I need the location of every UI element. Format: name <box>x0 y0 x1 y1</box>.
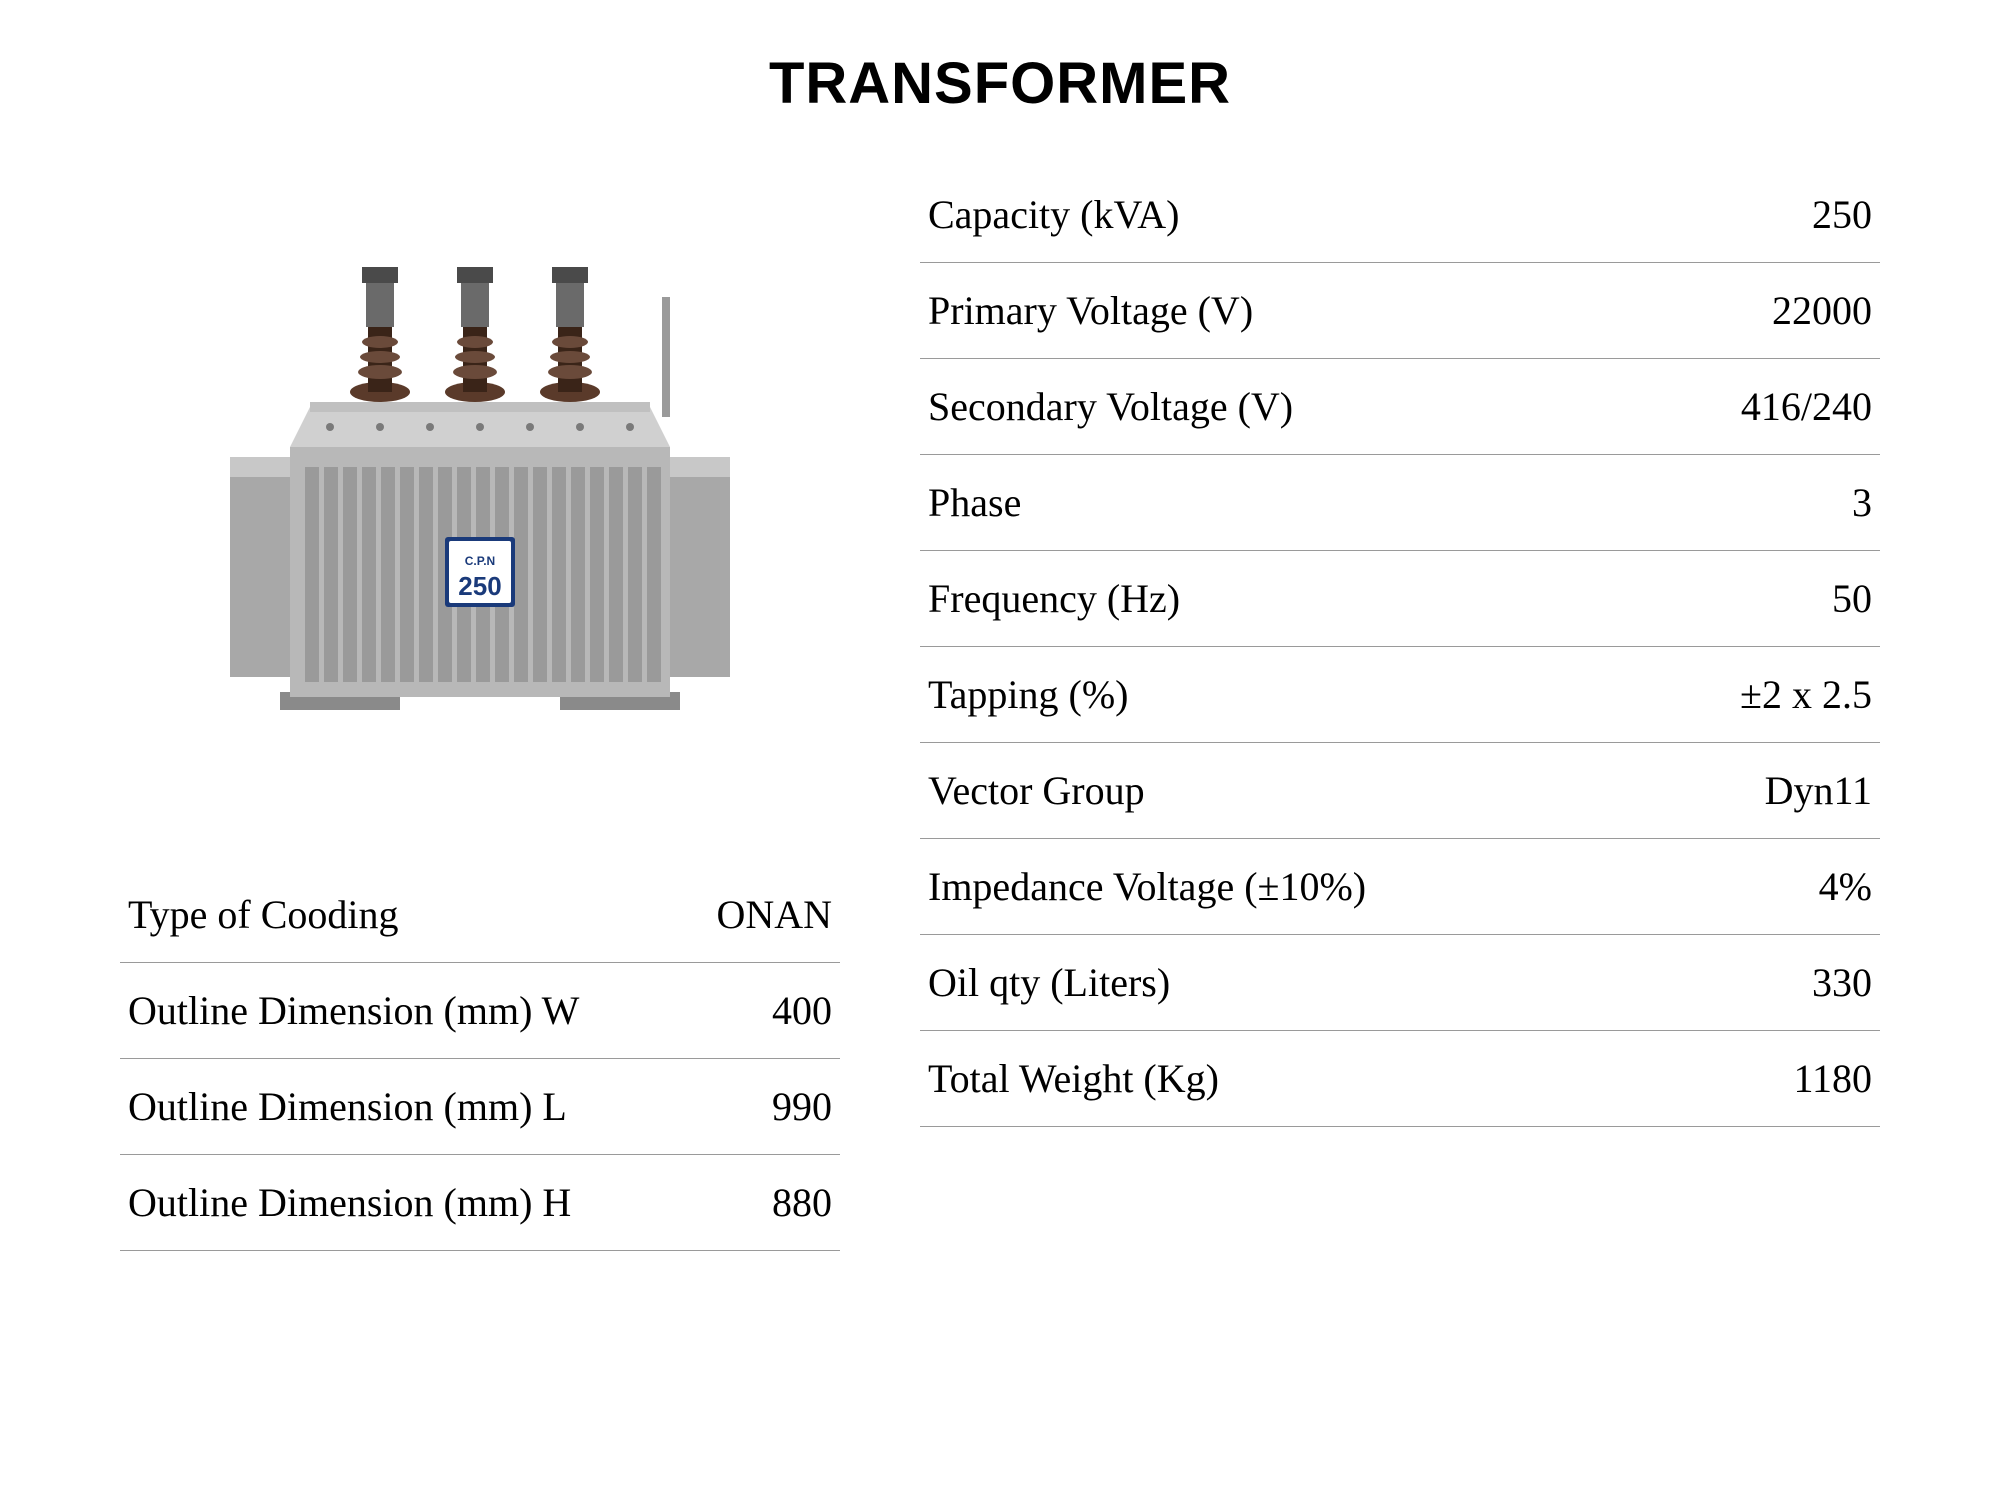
left-column: C.P.N 250 Type of Cooding ONAN Outline D… <box>120 167 840 1251</box>
spec-row: Frequency (Hz) 50 <box>920 551 1880 647</box>
spec-row: Oil qty (Liters) 330 <box>920 935 1880 1031</box>
spec-row: Outline Dimension (mm) H 880 <box>120 1155 840 1251</box>
spec-row: Impedance Voltage (±10%) 4% <box>920 839 1880 935</box>
spec-label: Outline Dimension (mm) L <box>128 1083 567 1130</box>
spec-label: Primary Voltage (V) <box>928 287 1253 334</box>
spec-row: Primary Voltage (V) 22000 <box>920 263 1880 359</box>
spec-label: Oil qty (Liters) <box>928 959 1170 1006</box>
spec-label: Outline Dimension (mm) W <box>128 987 579 1034</box>
product-label-text: 250 <box>458 571 501 601</box>
spec-value: 1180 <box>1793 1055 1872 1102</box>
spec-label: Frequency (Hz) <box>928 575 1180 622</box>
spec-row: Type of Cooding ONAN <box>120 867 840 963</box>
page-title: TRANSFORMER <box>120 50 1880 117</box>
spec-row: Secondary Voltage (V) 416/240 <box>920 359 1880 455</box>
product-image-wrap: C.P.N 250 <box>120 167 840 767</box>
spec-label: Type of Cooding <box>128 891 399 938</box>
spec-label: Outline Dimension (mm) H <box>128 1179 571 1226</box>
spec-label: Phase <box>928 479 1021 526</box>
spec-value: Dyn11 <box>1765 767 1872 814</box>
spec-value: ±2 x 2.5 <box>1740 671 1872 718</box>
bushing-1 <box>350 267 410 402</box>
right-column: Capacity (kVA) 250 Primary Voltage (V) 2… <box>920 167 1880 1251</box>
spec-row: Capacity (kVA) 250 <box>920 167 1880 263</box>
spec-value: 400 <box>772 987 832 1034</box>
spec-row: Outline Dimension (mm) W 400 <box>120 963 840 1059</box>
spec-value: ONAN <box>716 891 832 938</box>
spec-label: Tapping (%) <box>928 671 1128 718</box>
spec-value: 416/240 <box>1741 383 1872 430</box>
spec-label: Total Weight (Kg) <box>928 1055 1219 1102</box>
right-specs-list: Capacity (kVA) 250 Primary Voltage (V) 2… <box>920 167 1880 1127</box>
spec-value: 990 <box>772 1083 832 1130</box>
spec-value: 4% <box>1819 863 1872 910</box>
spec-value: 3 <box>1852 479 1872 526</box>
bushing-2 <box>445 267 505 402</box>
spec-value: 330 <box>1812 959 1872 1006</box>
left-specs-list: Type of Cooding ONAN Outline Dimension (… <box>120 867 840 1251</box>
spec-value: 22000 <box>1772 287 1872 334</box>
spec-row: Phase 3 <box>920 455 1880 551</box>
page-container: TRANSFORMER <box>0 0 2000 1500</box>
bushing-3 <box>540 267 600 402</box>
spec-value: 250 <box>1812 191 1872 238</box>
transformer-icon: C.P.N 250 <box>220 207 740 727</box>
spec-label: Secondary Voltage (V) <box>928 383 1293 430</box>
spec-label: Impedance Voltage (±10%) <box>928 863 1366 910</box>
spec-row: Vector Group Dyn11 <box>920 743 1880 839</box>
spec-value: 50 <box>1832 575 1872 622</box>
spec-row: Total Weight (Kg) 1180 <box>920 1031 1880 1127</box>
spec-row: Tapping (%) ±2 x 2.5 <box>920 647 1880 743</box>
content-columns: C.P.N 250 Type of Cooding ONAN Outline D… <box>120 167 1880 1251</box>
spec-label: Capacity (kVA) <box>928 191 1179 238</box>
spec-row: Outline Dimension (mm) L 990 <box>120 1059 840 1155</box>
product-brand-text: C.P.N <box>465 554 495 568</box>
spec-label: Vector Group <box>928 767 1145 814</box>
spec-value: 880 <box>772 1179 832 1226</box>
